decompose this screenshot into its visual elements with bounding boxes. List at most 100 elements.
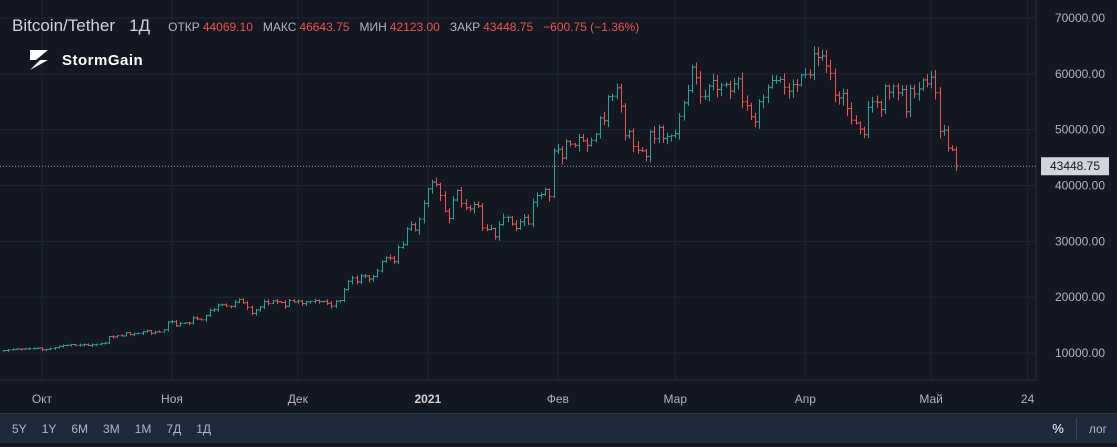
ohlc-bar xyxy=(99,342,104,346)
ohlc-bar xyxy=(686,84,691,107)
ohlc-bar xyxy=(740,72,745,109)
ohlc-bar xyxy=(594,132,599,143)
ohlc-bar xyxy=(78,343,83,347)
ohlc-bar xyxy=(564,138,569,160)
ohlc-bar xyxy=(925,73,930,88)
log-scale-button[interactable]: лог xyxy=(1088,421,1107,436)
x-tick-label: Дек xyxy=(288,392,309,406)
range-button-7d[interactable]: 7Д xyxy=(166,421,182,436)
ohlc-bar xyxy=(23,347,28,350)
ohlc-bar xyxy=(854,115,859,125)
ohlc-bar xyxy=(522,214,527,227)
ohlc-bar xyxy=(266,299,271,306)
ohlc-bar xyxy=(36,347,41,350)
percent-scale-button[interactable]: % xyxy=(1052,421,1064,436)
y-tick-label: 20000.00 xyxy=(1055,290,1105,304)
ohlc-bar xyxy=(245,301,250,310)
ohlc-bar xyxy=(489,224,494,231)
ohlc-bar xyxy=(430,179,435,194)
ohlc-bar xyxy=(782,73,787,95)
y-tick-label: 30000.00 xyxy=(1055,234,1105,248)
brand-name: StormGain xyxy=(62,51,144,69)
ohlc-bar xyxy=(875,95,880,108)
y-axis: 10000.00 20000.00 30000.00 40000.00 50000.00… xyxy=(1035,0,1105,380)
ohlc-bar xyxy=(413,222,418,232)
ohlc-bar xyxy=(568,140,573,147)
ohlc-bar xyxy=(229,305,234,309)
range-button-6m[interactable]: 6M xyxy=(71,421,89,436)
ohlc-bar xyxy=(325,299,330,306)
range-button-5y[interactable]: 5Y xyxy=(12,421,27,436)
ohlc-bar xyxy=(111,335,116,339)
ohlc-bar xyxy=(422,200,427,224)
ohlc-bar xyxy=(258,306,263,312)
ohlc-bar xyxy=(329,301,334,309)
ohlc-bar xyxy=(384,256,389,263)
scale-divider xyxy=(1075,417,1077,440)
close-value: ЗАКР 43448.75 xyxy=(449,20,534,34)
ohlc-bar xyxy=(921,78,926,91)
ohlc-bar xyxy=(694,62,699,85)
ohlc-bar xyxy=(707,84,712,102)
ohlc-bar xyxy=(719,82,724,97)
open-value: ОТКР 44069.10 xyxy=(168,20,253,34)
ohlc-bar xyxy=(581,133,586,143)
ohlc-bar xyxy=(166,321,171,332)
interval-label[interactable]: 1Д xyxy=(129,16,151,35)
ohlc-bar xyxy=(459,186,464,208)
ohlc-bar xyxy=(665,132,670,145)
ohlc-bar xyxy=(287,299,292,307)
ohlc-bar xyxy=(954,146,959,171)
ohlc-bar xyxy=(275,299,280,305)
ohlc-bar xyxy=(187,321,192,325)
ohlc-bar xyxy=(724,82,729,88)
ohlc-bar xyxy=(191,316,196,325)
ohlc-bar xyxy=(178,322,183,327)
ohlc-bar xyxy=(464,199,469,211)
range-button-1m[interactable]: 1M xyxy=(134,421,152,436)
ohlc-bar xyxy=(220,303,225,306)
x-tick-label: 2021 xyxy=(414,392,441,406)
ohlc-bar xyxy=(296,299,301,304)
ohlc-bar xyxy=(661,125,666,143)
range-button-3m[interactable]: 3M xyxy=(103,421,120,436)
ohlc-bar xyxy=(812,46,817,81)
ohlc-bar xyxy=(15,348,20,351)
ohlc-bar xyxy=(128,331,133,336)
ohlc-bar xyxy=(820,49,825,61)
ohlc-bar xyxy=(149,330,154,336)
ohlc-bar xyxy=(908,84,913,117)
ohlc-bar xyxy=(757,99,762,129)
ohlc-bar xyxy=(224,303,229,307)
ohlc-bar xyxy=(933,69,938,100)
ohlc-bar xyxy=(216,303,221,312)
ohlc-bar xyxy=(497,221,502,241)
ohlc-bar xyxy=(392,255,397,264)
symbol-title[interactable]: Bitcoin/Tether 1Д xyxy=(12,16,151,35)
ohlc-bar xyxy=(891,84,896,98)
ohlc-bar xyxy=(94,343,99,347)
last-price-label: 43448.75 xyxy=(1050,159,1100,173)
ohlc-bar xyxy=(828,59,833,81)
ohlc-bar xyxy=(73,343,78,347)
ohlc-bar xyxy=(153,330,158,335)
ohlc-bar xyxy=(556,144,561,154)
ohlc-bar xyxy=(862,126,867,139)
x-tick-label: 24 xyxy=(1021,392,1035,406)
ohlc-bar xyxy=(472,201,477,214)
ohlc-bar xyxy=(879,100,884,117)
ohlc-bar xyxy=(363,273,368,279)
range-button-1y[interactable]: 1Y xyxy=(41,421,57,436)
ohlc-bar xyxy=(837,91,842,105)
change-value: −600.75 (−1.36%) xyxy=(543,20,640,34)
ohlc-bar xyxy=(107,335,112,344)
ohlc-bar xyxy=(715,74,720,98)
ohlc-bar xyxy=(443,191,448,213)
range-button-1d[interactable]: 1Д xyxy=(196,421,212,436)
ohlc-bar xyxy=(174,320,179,327)
ohlc-bar xyxy=(510,216,515,226)
ohlc-bar xyxy=(514,219,519,232)
last-price-badge xyxy=(1041,157,1109,176)
ohlc-bar xyxy=(157,330,162,333)
